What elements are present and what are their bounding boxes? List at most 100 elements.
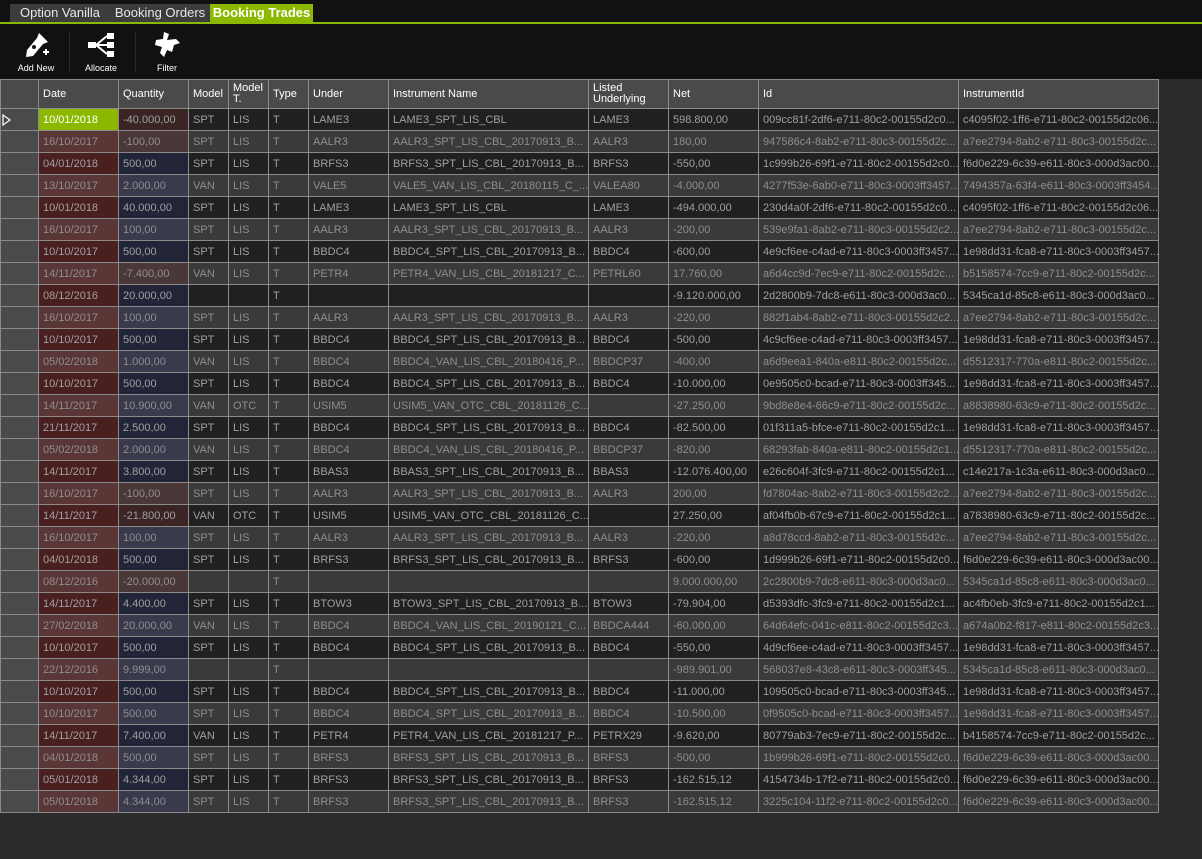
cell-id[interactable]: 0e9505c0-bcad-e711-80c3-0003ff345... — [758, 372, 959, 395]
cell-quantity[interactable]: 500,00 — [118, 702, 189, 725]
cell-listed-underlying[interactable]: BTOW3 — [588, 592, 669, 615]
cell-id[interactable]: 9bd8e8e4-66c9-e711-80c2-00155d2c... — [758, 394, 959, 417]
cell-model-type[interactable]: LIS — [228, 240, 269, 263]
cell-id[interactable]: 0f9505c0-bcad-e711-80c3-0003ff3457... — [758, 702, 959, 725]
row-header[interactable] — [0, 394, 39, 417]
cell-type[interactable]: T — [268, 130, 309, 153]
cell-listed-underlying[interactable]: BBDCP37 — [588, 350, 669, 373]
cell-net[interactable]: -162.515,12 — [668, 768, 759, 791]
cell-date[interactable]: 10/01/2018 — [38, 108, 119, 131]
cell-instrument-id[interactable]: c4095f02-1ff6-e711-80c2-00155d2c06... — [958, 196, 1159, 219]
row-header[interactable] — [0, 262, 39, 285]
cell-type[interactable]: T — [268, 262, 309, 285]
cell-model[interactable]: SPT — [188, 592, 229, 615]
cell-listed-underlying[interactable] — [588, 570, 669, 593]
cell-id[interactable]: 2d2800b9-7dc8-e611-80c3-000d3ac0... — [758, 284, 959, 307]
row-header[interactable] — [0, 350, 39, 373]
table-row[interactable]: 16/10/2017 100,00 SPT LIS T AALR3 AALR3_SPT_LI… — [0, 218, 1159, 241]
cell-quantity[interactable]: 20.000,00 — [118, 614, 189, 637]
table-row[interactable]: 08/12/2016 20.000,00 T -9.120.000,00 2d2800b… — [0, 284, 1159, 307]
cell-id[interactable]: a6d9eea1-840a-e811-80c2-00155d2c... — [758, 350, 959, 373]
cell-net[interactable]: -60.000,00 — [668, 614, 759, 637]
table-row[interactable]: 14/11/2017 4.400,00 SPT LIS T BTOW3 BTOW3_SPT_… — [0, 592, 1159, 615]
column-header-type[interactable]: Type — [268, 79, 309, 109]
row-header[interactable] — [0, 570, 39, 593]
cell-listed-underlying[interactable]: BRFS3 — [588, 548, 669, 571]
cell-date[interactable]: 16/10/2017 — [38, 526, 119, 549]
cell-instrument-id[interactable]: 1e98dd31-fca8-e711-80c3-0003ff3457... — [958, 636, 1159, 659]
cell-date[interactable]: 05/02/2018 — [38, 350, 119, 373]
cell-date[interactable]: 10/10/2017 — [38, 328, 119, 351]
cell-quantity[interactable]: -20.000,00 — [118, 570, 189, 593]
cell-net[interactable]: -220,00 — [668, 306, 759, 329]
table-row[interactable]: 10/10/2017 500,00 SPT LIS T BBDC4 BBDC4_SPT_LI… — [0, 372, 1159, 395]
cell-listed-underlying[interactable]: BRFS3 — [588, 152, 669, 175]
cell-quantity[interactable]: 3.800,00 — [118, 460, 189, 483]
cell-under[interactable]: BBDC4 — [308, 680, 389, 703]
cell-model[interactable]: SPT — [188, 636, 229, 659]
column-header-under[interactable]: Under — [308, 79, 389, 109]
cell-model-type[interactable] — [228, 284, 269, 307]
cell-under[interactable]: BTOW3 — [308, 592, 389, 615]
cell-date[interactable]: 16/10/2017 — [38, 482, 119, 505]
cell-listed-underlying[interactable]: BBDCA444 — [588, 614, 669, 637]
cell-listed-underlying[interactable]: BBAS3 — [588, 460, 669, 483]
cell-instrument-id[interactable]: f6d0e229-6c39-e611-80c3-000d3ac00... — [958, 548, 1159, 571]
cell-instrument-name[interactable]: AALR3_SPT_LIS_CBL_20170913_B... — [388, 482, 589, 505]
cell-net[interactable]: 598.800,00 — [668, 108, 759, 131]
cell-model-type[interactable]: LIS — [228, 350, 269, 373]
cell-date[interactable]: 10/10/2017 — [38, 372, 119, 395]
cell-date[interactable]: 10/10/2017 — [38, 636, 119, 659]
cell-date[interactable]: 21/11/2017 — [38, 416, 119, 439]
cell-id[interactable]: e26c604f-3fc9-e711-80c2-00155d2c1... — [758, 460, 959, 483]
cell-instrument-name[interactable]: AALR3_SPT_LIS_CBL_20170913_B... — [388, 306, 589, 329]
cell-model-type[interactable]: LIS — [228, 526, 269, 549]
cell-instrument-id[interactable]: 1e98dd31-fca8-e711-80c3-0003ff3457... — [958, 240, 1159, 263]
cell-quantity[interactable]: 500,00 — [118, 328, 189, 351]
cell-instrument-id[interactable]: f6d0e229-6c39-e611-80c3-000d3ac00... — [958, 768, 1159, 791]
cell-date[interactable]: 08/12/2016 — [38, 570, 119, 593]
cell-model[interactable]: SPT — [188, 460, 229, 483]
cell-instrument-name[interactable]: BRFS3_SPT_LIS_CBL_20170913_B... — [388, 746, 589, 769]
cell-model-type[interactable]: LIS — [228, 306, 269, 329]
row-header[interactable] — [0, 724, 39, 747]
cell-model-type[interactable]: LIS — [228, 152, 269, 175]
cell-model-type[interactable]: LIS — [228, 262, 269, 285]
cell-id[interactable]: 230d4a0f-2df6-e711-80c2-00155d2c0... — [758, 196, 959, 219]
cell-listed-underlying[interactable]: LAME3 — [588, 108, 669, 131]
cell-listed-underlying[interactable]: BBDCP37 — [588, 438, 669, 461]
cell-quantity[interactable]: -100,00 — [118, 130, 189, 153]
table-row[interactable]: 10/10/2017 500,00 SPT LIS T BBDC4 BBDC4_SPT_LI… — [0, 328, 1159, 351]
cell-instrument-name[interactable]: LAME3_SPT_LIS_CBL — [388, 196, 589, 219]
cell-id[interactable]: 2c2800b9-7dc8-e611-80c3-000d3ac0... — [758, 570, 959, 593]
row-header[interactable] — [0, 306, 39, 329]
cell-instrument-id[interactable]: a8838980-63c9-e711-80c2-00155d2c... — [958, 394, 1159, 417]
cell-net[interactable]: -550,00 — [668, 636, 759, 659]
cell-instrument-name[interactable]: BBAS3_SPT_LIS_CBL_20170913_B... — [388, 460, 589, 483]
row-header[interactable] — [0, 614, 39, 637]
table-row[interactable]: 16/10/2017 -100,00 SPT LIS T AALR3 AALR3_SPT_L… — [0, 482, 1159, 505]
row-header[interactable] — [0, 504, 39, 527]
cell-under[interactable]: BRFS3 — [308, 768, 389, 791]
cell-model[interactable]: VAN — [188, 262, 229, 285]
row-header[interactable] — [0, 240, 39, 263]
row-header[interactable] — [0, 284, 39, 307]
cell-quantity[interactable]: 500,00 — [118, 240, 189, 263]
cell-under[interactable]: BBDC4 — [308, 636, 389, 659]
cell-type[interactable]: T — [268, 768, 309, 791]
cell-instrument-name[interactable]: PETR4_VAN_LIS_CBL_20181217_P... — [388, 724, 589, 747]
cell-model-type[interactable]: LIS — [228, 614, 269, 637]
cell-under[interactable]: PETR4 — [308, 262, 389, 285]
row-header[interactable] — [0, 746, 39, 769]
cell-id[interactable]: 4d9cf6ee-c4ad-e711-80c3-0003ff3457... — [758, 636, 959, 659]
cell-instrument-id[interactable]: 1e98dd31-fca8-e711-80c3-0003ff3457... — [958, 680, 1159, 703]
cell-id[interactable]: a8d78ccd-8ab2-e711-80c3-00155d2c... — [758, 526, 959, 549]
cell-type[interactable]: T — [268, 394, 309, 417]
cell-instrument-name[interactable]: BRFS3_SPT_LIS_CBL_20170913_B... — [388, 152, 589, 175]
table-row[interactable]: 16/10/2017 100,00 SPT LIS T AALR3 AALR3_SPT_LI… — [0, 306, 1159, 329]
cell-net[interactable]: -82.500,00 — [668, 416, 759, 439]
cell-quantity[interactable]: 20.000,00 — [118, 284, 189, 307]
cell-listed-underlying[interactable]: LAME3 — [588, 196, 669, 219]
table-row[interactable]: 05/02/2018 1.000,00 VAN LIS T BBDC4 BBDC4_VAN_… — [0, 350, 1159, 373]
cell-type[interactable]: T — [268, 680, 309, 703]
